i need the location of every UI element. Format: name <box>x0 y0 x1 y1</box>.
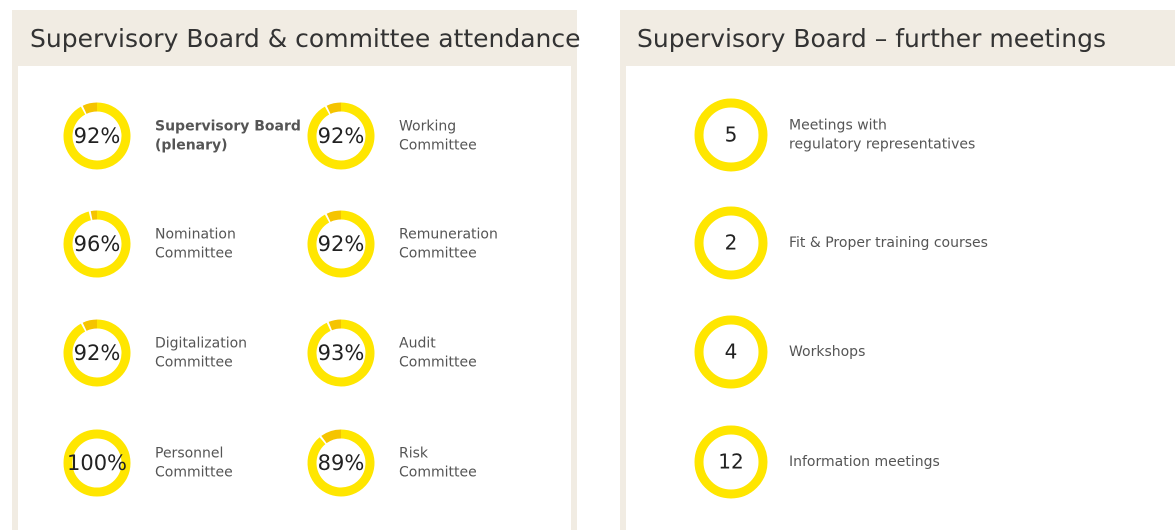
percent: 92% <box>318 232 365 256</box>
right-title: Supervisory Board – further meetings <box>637 24 1106 53</box>
item-label: Committee <box>399 246 477 262</box>
percent: 89% <box>318 451 365 475</box>
item-label: Workshops <box>789 344 865 360</box>
donut-rest <box>82 319 98 331</box>
item-label: (plenary) <box>155 138 228 154</box>
ring <box>694 315 768 389</box>
item-label: Committee <box>155 246 233 262</box>
percent: 92% <box>318 124 365 148</box>
left-panel-body <box>18 66 571 530</box>
ring <box>694 206 768 280</box>
donut <box>63 319 131 387</box>
donut-rest <box>321 429 342 444</box>
count: 4 <box>725 340 738 364</box>
item-label: Committee <box>399 355 477 371</box>
donut <box>307 429 375 497</box>
percent: 92% <box>74 341 121 365</box>
item-label: Remuneration <box>399 227 498 243</box>
item-label: Risk <box>399 446 429 462</box>
percent: 96% <box>74 232 121 256</box>
donut-rest <box>326 210 342 222</box>
item-label: Meetings with <box>789 118 887 134</box>
donut-rest <box>82 102 98 114</box>
item-label: Fit & Proper training courses <box>789 235 988 251</box>
percent: 93% <box>318 341 365 365</box>
ring <box>694 98 768 172</box>
percent: 92% <box>74 124 121 148</box>
item-label: Supervisory Board <box>155 119 301 135</box>
right-panel-body <box>626 66 1175 530</box>
item-label: Audit <box>399 336 436 352</box>
item-label: Information meetings <box>789 454 940 470</box>
donut-rest <box>326 102 342 114</box>
left-title: Supervisory Board & committee attendance <box>30 24 581 53</box>
donut <box>307 102 375 170</box>
donut-rest <box>328 319 342 331</box>
count: 2 <box>725 231 738 255</box>
donut <box>63 210 131 278</box>
donut <box>63 429 131 497</box>
item-label: Committee <box>399 138 477 154</box>
donut <box>307 319 375 387</box>
item-label: regulatory representatives <box>789 137 975 153</box>
count: 12 <box>718 450 743 474</box>
item-label: Personnel <box>155 446 223 462</box>
item-label: Nomination <box>155 227 236 243</box>
donut-rest <box>90 210 98 220</box>
count: 5 <box>725 123 738 147</box>
item-label: Working <box>399 119 456 135</box>
item-label: Digitalization <box>155 336 247 352</box>
percent: 100% <box>67 451 127 475</box>
ring <box>694 425 768 499</box>
donut <box>307 210 375 278</box>
item-label: Committee <box>399 465 477 481</box>
item-label: Committee <box>155 465 233 481</box>
item-label: Committee <box>155 355 233 371</box>
donut <box>63 102 131 170</box>
